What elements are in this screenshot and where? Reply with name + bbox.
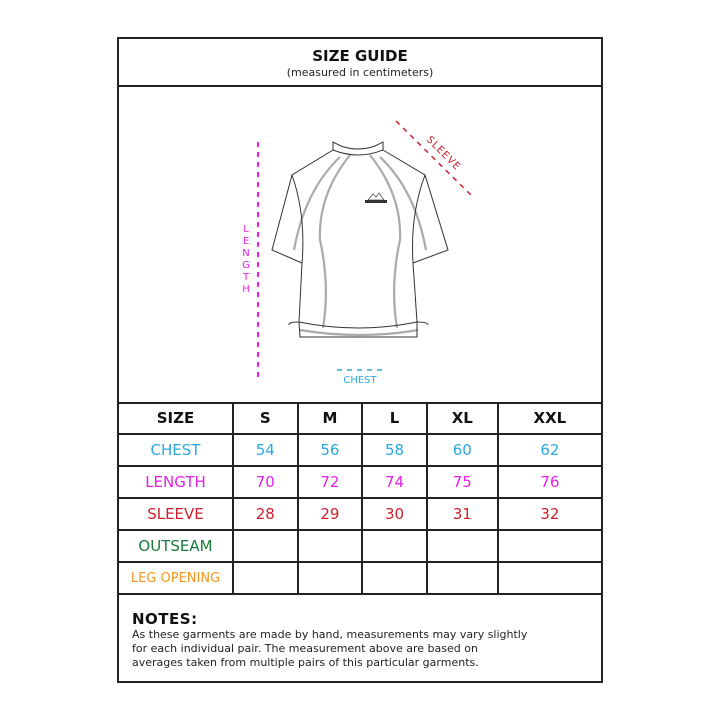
table-cell: 32 — [496, 497, 601, 531]
table-cell — [232, 561, 299, 595]
length-label-letter: T — [242, 272, 250, 283]
table-cell — [361, 529, 428, 563]
header-cell: XL — [425, 402, 499, 435]
table-row-sleeve: SLEEVE 28 29 30 31 32 — [119, 497, 601, 531]
length-label-letter: E — [242, 236, 250, 247]
row-label: SLEEVE — [119, 497, 234, 531]
table-cell: 60 — [425, 433, 499, 467]
row-label: OUTSEAM — [119, 529, 234, 563]
size-table: SIZE S M L XL XXL CHEST 54 56 58 60 62 L… — [119, 402, 601, 595]
length-label-letter: L — [243, 224, 249, 235]
table-cell — [296, 529, 364, 563]
size-guide: SIZE GUIDE (measured in centimeters) SIZ… — [117, 37, 603, 683]
row-label: CHEST — [119, 433, 234, 467]
header: SIZE GUIDE (measured in centimeters) — [119, 39, 601, 87]
table-cell — [496, 529, 601, 563]
table-cell: 31 — [425, 497, 499, 531]
notes-title: NOTES: — [132, 610, 198, 628]
logo-icon — [365, 192, 387, 203]
header-cell: S — [232, 402, 299, 435]
table-cell: 62 — [496, 433, 601, 467]
length-label-letter: G — [242, 260, 250, 271]
length-label-letter: H — [242, 284, 250, 295]
header-cell: M — [296, 402, 364, 435]
table-cell: 74 — [361, 465, 428, 499]
table-cell — [232, 529, 299, 563]
sleeve-label: SLEEVE — [424, 134, 463, 173]
shirt-outline — [271, 141, 449, 338]
header-cell: XXL — [496, 402, 601, 435]
table-cell: 56 — [296, 433, 364, 467]
table-cell: 30 — [361, 497, 428, 531]
table-cell: 28 — [232, 497, 299, 531]
row-label: LENGTH — [119, 465, 234, 499]
table-cell: 58 — [361, 433, 428, 467]
table-row-length: LENGTH 70 72 74 75 76 — [119, 465, 601, 499]
page-subtitle: (measured in centimeters) — [286, 66, 434, 79]
table-cell: 75 — [425, 465, 499, 499]
header-cell: L — [361, 402, 428, 435]
seam-lines — [292, 154, 428, 337]
page-title: SIZE GUIDE — [312, 47, 408, 65]
notes-text: As these garments are made by hand, meas… — [132, 628, 528, 669]
chest-label: CHEST — [343, 375, 377, 386]
table-header-row: SIZE S M L XL XXL — [119, 402, 601, 435]
table-cell — [425, 561, 499, 595]
sleeve-dashed-line — [395, 120, 475, 199]
length-label-letter: N — [242, 248, 250, 259]
row-label: LEG OPENING — [119, 561, 234, 595]
table-cell — [361, 561, 428, 595]
table-cell: 72 — [296, 465, 364, 499]
table-cell — [496, 561, 601, 595]
table-cell — [296, 561, 364, 595]
table-cell: 76 — [496, 465, 601, 499]
table-cell: 29 — [296, 497, 364, 531]
table-cell — [425, 529, 499, 563]
table-row-leg-opening: LEG OPENING — [119, 561, 601, 595]
table-row-outseam: OUTSEAM — [119, 529, 601, 563]
notes: NOTES: As these garments are made by han… — [119, 598, 601, 681]
header-cell: SIZE — [119, 402, 234, 435]
table-cell: 70 — [232, 465, 299, 499]
table-cell: 54 — [232, 433, 299, 467]
table-row-chest: CHEST 54 56 58 60 62 — [119, 433, 601, 467]
